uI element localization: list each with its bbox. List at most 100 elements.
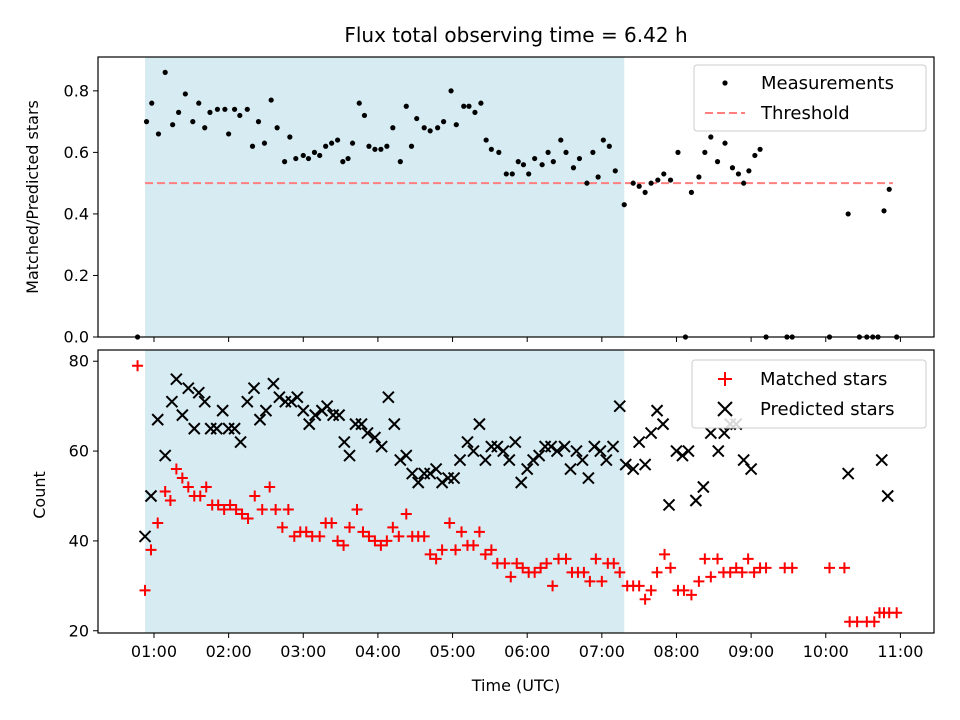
data-point-predicted bbox=[241, 395, 254, 408]
data-point-predicted bbox=[613, 399, 626, 413]
data-point-measurement bbox=[414, 115, 420, 122]
data-point-predicted bbox=[689, 494, 703, 507]
legend-ratio: Measurements Threshold bbox=[693, 64, 927, 132]
data-point-predicted bbox=[247, 381, 261, 395]
data-point-measurement bbox=[190, 119, 196, 125]
data-point-matched bbox=[685, 589, 697, 601]
data-point-measurement bbox=[448, 88, 454, 94]
data-point-matched bbox=[699, 553, 711, 565]
data-point-matched bbox=[639, 593, 651, 605]
data-point-measurement bbox=[621, 202, 627, 208]
data-point-measurement bbox=[461, 103, 467, 109]
data-point-matched bbox=[659, 548, 671, 560]
data-point-measurement bbox=[722, 140, 728, 146]
data-point-measurement bbox=[503, 171, 509, 177]
data-point-measurement bbox=[478, 100, 484, 106]
data-point-matched bbox=[456, 526, 468, 538]
data-point-predicted bbox=[662, 498, 676, 512]
data-point-measurement bbox=[170, 122, 176, 128]
data-point-measurement bbox=[356, 100, 362, 106]
data-point-matched bbox=[838, 562, 850, 574]
data-point-predicted bbox=[676, 449, 689, 462]
data-point-predicted bbox=[588, 440, 601, 453]
data-point-measurement bbox=[182, 91, 188, 97]
data-point-matched bbox=[614, 566, 626, 578]
data-point-measurement bbox=[509, 171, 515, 177]
data-point-measurement bbox=[255, 119, 262, 125]
data-point-predicted bbox=[619, 458, 632, 471]
data-point-predicted bbox=[138, 530, 152, 543]
data-point-matched bbox=[712, 553, 724, 565]
data-point-matched bbox=[541, 557, 553, 569]
data-point-measurement bbox=[226, 131, 232, 137]
data-point-matched bbox=[760, 562, 772, 574]
data-point-matched bbox=[473, 526, 485, 538]
data-point-matched bbox=[242, 512, 254, 524]
data-point-measurement bbox=[214, 106, 221, 112]
data-point-measurement bbox=[155, 131, 162, 137]
data-point-measurement bbox=[606, 143, 612, 149]
data-point-measurement bbox=[196, 100, 202, 106]
data-point-measurement bbox=[323, 143, 329, 149]
data-point-predicted bbox=[479, 453, 492, 467]
data-point-predicted bbox=[273, 390, 286, 404]
data-point-measurement bbox=[453, 122, 459, 128]
data-point-matched bbox=[145, 544, 157, 556]
data-point-measurement bbox=[222, 106, 228, 112]
data-point-predicted bbox=[520, 462, 534, 476]
x-tick-label: 02:00 bbox=[206, 642, 252, 661]
data-point-predicted bbox=[656, 417, 670, 431]
data-point-measurement bbox=[143, 119, 150, 125]
data-point-matched bbox=[264, 481, 276, 493]
y-axis-label-count: Count bbox=[30, 471, 49, 519]
data-point-matched bbox=[276, 521, 288, 533]
data-point-matched bbox=[282, 503, 294, 515]
data-point-measurement bbox=[584, 180, 590, 186]
data-point-matched bbox=[608, 557, 620, 569]
x-tick-label: 10:00 bbox=[803, 642, 849, 661]
data-point-matched bbox=[868, 616, 880, 628]
data-point-matched bbox=[511, 557, 523, 569]
data-point-predicted bbox=[600, 453, 613, 467]
legend-marker-matched bbox=[718, 372, 732, 386]
data-point-matched bbox=[505, 571, 517, 583]
data-point-predicted bbox=[881, 489, 894, 503]
data-point-predicted bbox=[626, 462, 640, 476]
data-point-matched bbox=[182, 481, 194, 493]
data-point-measurement bbox=[149, 100, 155, 106]
data-point-measurement bbox=[440, 119, 447, 125]
data-point-predicted bbox=[355, 417, 368, 431]
data-point-matched bbox=[300, 526, 312, 538]
data-point-matched bbox=[132, 360, 144, 372]
data-point-measurement bbox=[496, 149, 502, 155]
plot-frame-count bbox=[97, 349, 935, 634]
data-point-measurement bbox=[648, 180, 654, 186]
data-point-measurement bbox=[539, 162, 545, 168]
data-point-predicted bbox=[594, 444, 607, 458]
data-point-predicted bbox=[650, 404, 664, 417]
data-point-measurement bbox=[661, 171, 667, 177]
data-point-measurement bbox=[735, 171, 742, 177]
data-point-matched bbox=[152, 517, 164, 529]
data-point-measurement bbox=[576, 155, 583, 162]
data-point-measurement bbox=[752, 152, 758, 159]
ratio-panel: Flux total observing time = 6.42 h Match… bbox=[23, 23, 935, 347]
data-point-predicted bbox=[234, 435, 247, 449]
data-point-measurement bbox=[340, 159, 346, 165]
data-point-measurement bbox=[845, 211, 851, 217]
data-point-matched bbox=[381, 535, 393, 547]
data-point-matched bbox=[418, 530, 430, 542]
data-point-measurement bbox=[390, 125, 396, 131]
data-point-predicted bbox=[704, 426, 718, 440]
y-tick-label: 0.8 bbox=[64, 81, 89, 100]
data-point-predicted bbox=[406, 467, 419, 480]
y-tick-label: 0.0 bbox=[64, 328, 89, 347]
data-point-matched bbox=[351, 503, 363, 515]
data-point-matched bbox=[164, 494, 176, 506]
data-point-measurement bbox=[702, 149, 708, 155]
data-point-predicted bbox=[515, 476, 528, 489]
data-point-measurement bbox=[317, 152, 323, 159]
data-point-measurement bbox=[378, 146, 384, 152]
data-point-measurement bbox=[563, 149, 569, 155]
x-tick-label: 11:00 bbox=[877, 642, 923, 661]
